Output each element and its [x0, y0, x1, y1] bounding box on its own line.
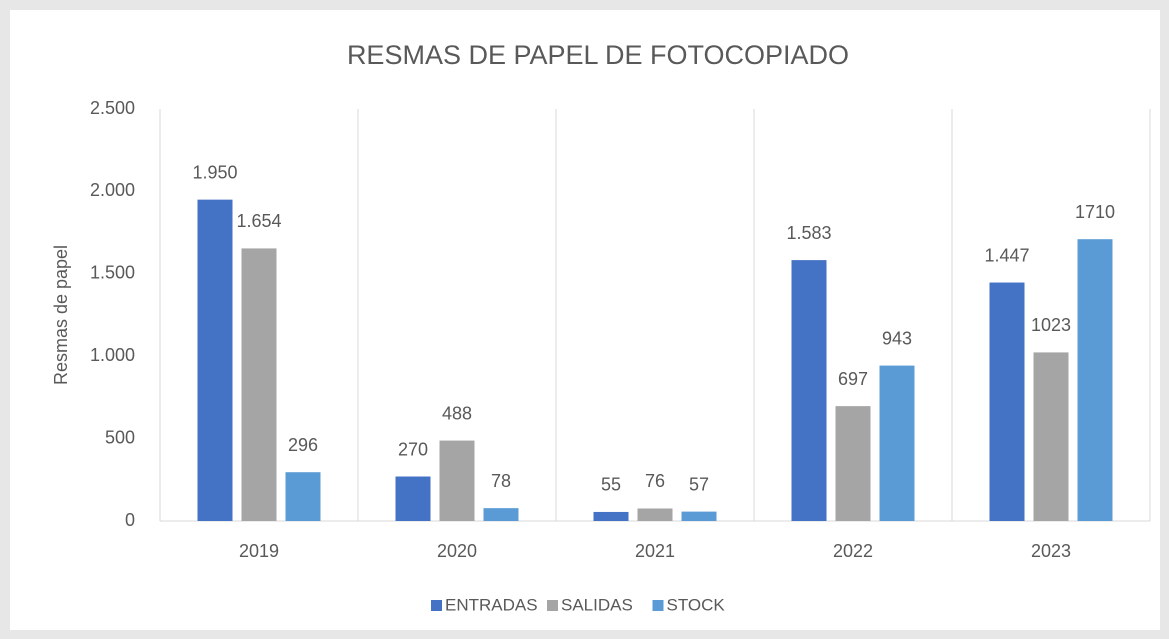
x-tick-label: 2023: [1031, 541, 1071, 561]
bar: [439, 440, 475, 521]
bar: [681, 511, 717, 521]
value-label: 1.654: [236, 211, 281, 231]
bar: [637, 508, 673, 521]
bar: [835, 406, 871, 521]
legend-label: STOCK: [667, 595, 726, 614]
value-label: 943: [882, 328, 912, 348]
value-label: 76: [645, 471, 665, 491]
value-label: 1.583: [786, 223, 831, 243]
bar: [241, 248, 277, 521]
legend-label: ENTRADAS: [445, 595, 538, 614]
bar: [285, 472, 321, 521]
bar: [483, 508, 519, 521]
value-label: 270: [398, 439, 428, 459]
bar: [395, 476, 431, 521]
y-tick-label: 2.000: [90, 180, 135, 200]
x-tick-label: 2020: [437, 541, 477, 561]
legend-label: SALIDAS: [561, 595, 633, 614]
legend-swatch: [431, 600, 442, 611]
value-label: 697: [838, 369, 868, 389]
value-label: 1710: [1075, 202, 1115, 222]
bar: [1033, 352, 1069, 521]
value-label: 57: [689, 474, 709, 494]
x-tick-label: 2021: [635, 541, 675, 561]
bar: [879, 365, 915, 521]
y-tick-label: 0: [125, 510, 135, 530]
value-label: 1.950: [192, 162, 237, 182]
chart-background: [10, 10, 1160, 630]
legend-swatch: [547, 600, 558, 611]
value-label: 1.447: [984, 245, 1029, 265]
y-tick-label: 2.500: [90, 98, 135, 118]
value-label: 55: [601, 475, 621, 495]
x-tick-label: 2022: [833, 541, 873, 561]
bar: [791, 260, 827, 521]
y-tick-label: 500: [105, 427, 135, 447]
x-tick-label: 2019: [239, 541, 279, 561]
legend-swatch: [652, 600, 664, 611]
y-axis-label: Resmas de papel: [51, 245, 71, 385]
bar: [593, 511, 629, 521]
y-tick-label: 1.000: [90, 345, 135, 365]
value-label: 78: [491, 471, 511, 491]
value-label: 1023: [1031, 315, 1071, 335]
bar: [197, 199, 233, 521]
bar: [1077, 239, 1113, 521]
chart-title: RESMAS DE PAPEL DE FOTOCOPIADO: [347, 40, 849, 70]
bar: [989, 282, 1025, 521]
value-label: 296: [288, 435, 318, 455]
value-label: 488: [442, 403, 472, 423]
y-tick-label: 1.500: [90, 263, 135, 283]
